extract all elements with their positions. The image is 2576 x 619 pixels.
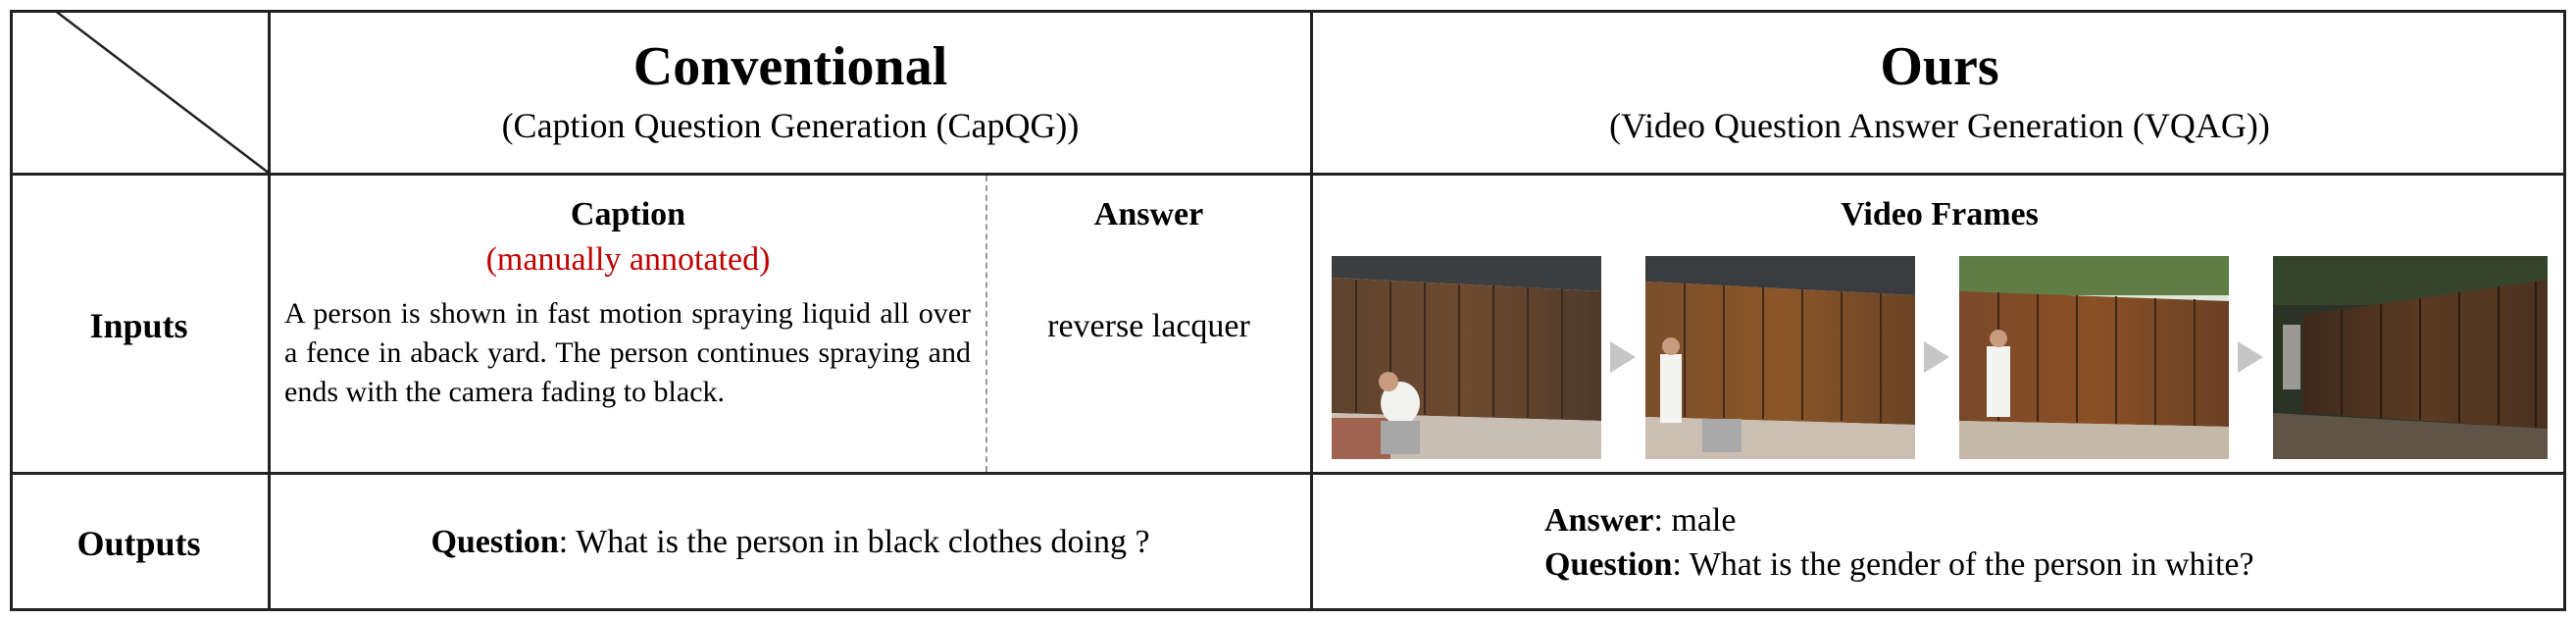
answer-label: Answer <box>1544 502 1654 539</box>
video-frame-3 <box>1959 256 2229 459</box>
conventional-title: Conventional <box>632 36 948 97</box>
outputs-row-label: Outputs <box>76 524 201 563</box>
video-frame-2 <box>1645 256 1915 459</box>
column-divider-methods <box>1310 10 1313 611</box>
frame-arrow-3 <box>2238 341 2263 373</box>
question-label: Question <box>1544 546 1673 583</box>
column-divider-labels <box>268 10 271 611</box>
row-divider-header <box>10 173 2566 176</box>
caption-answer-divider <box>985 176 987 472</box>
corner-diagonal <box>53 10 271 175</box>
inputs-row-label: Inputs <box>89 306 188 345</box>
answer-heading: Answer <box>1093 196 1204 232</box>
question-text: : What is the person in black clothes do… <box>558 524 1150 560</box>
video-frames-heading: Video Frames <box>1841 196 2039 232</box>
conventional-subtitle: (Caption Question Generation (CapQG)) <box>501 106 1080 145</box>
question-label: Question <box>430 524 559 560</box>
answer-input-text: reverse lacquer <box>1047 308 1250 344</box>
question-text: : What is the gender of the person in wh… <box>1672 546 2254 583</box>
caption-text: A person is shown in fast motion sprayin… <box>284 297 971 408</box>
row-divider-inputs <box>10 472 2566 475</box>
frame-arrow-1 <box>1610 341 1636 373</box>
ours-subtitle: (Video Question Answer Generation (VQAG)… <box>1609 106 2270 145</box>
caption-heading: Caption <box>570 196 686 232</box>
ours-output-answer: Answer: male <box>1544 500 1736 542</box>
table-frame <box>10 10 2566 611</box>
frame-arrow-2 <box>1924 341 1949 373</box>
conventional-output-question: Question: What is the person in black cl… <box>271 522 1310 563</box>
video-frame-1 <box>1332 256 1601 459</box>
answer-text: : male <box>1653 502 1737 539</box>
ours-output-question: Question: What is the gender of the pers… <box>1544 544 2254 586</box>
video-frame-4 <box>2273 256 2548 459</box>
caption-annotation-note: (manually annotated) <box>485 241 771 278</box>
ours-title: Ours <box>1880 36 1999 97</box>
